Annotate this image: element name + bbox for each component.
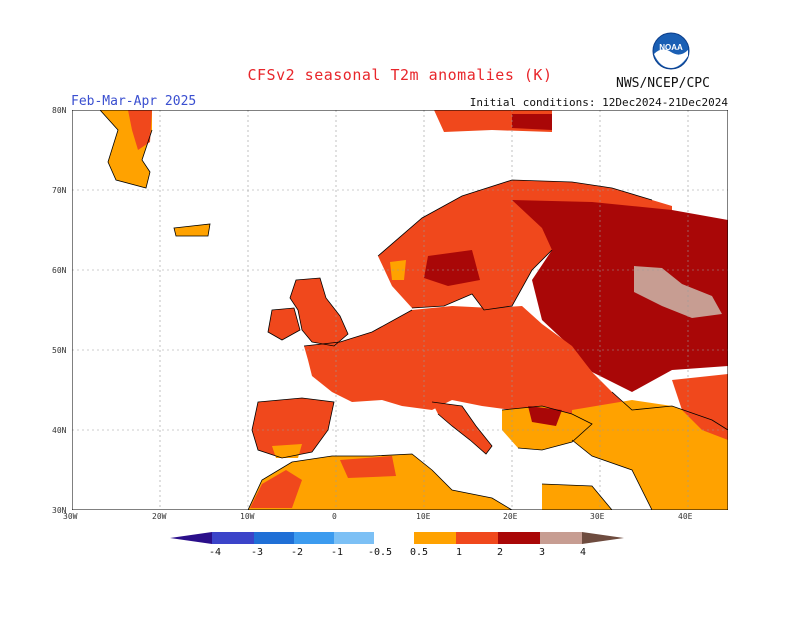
lon-label-10e: 10E <box>416 512 431 521</box>
colorbar-label: 0.5 <box>409 547 429 558</box>
scandinavia-hot-center <box>424 250 480 286</box>
balkans-hot <box>528 406 562 426</box>
colorbar-label: -1 <box>330 547 344 558</box>
initial-conditions: Initial conditions: 12Dec2024-21Dec2024 <box>469 96 728 109</box>
colorbar-label: 1 <box>455 547 463 558</box>
colorbar-label: -2 <box>290 547 304 558</box>
anomaly-fill <box>100 110 728 510</box>
colorbar-label: -0.5 <box>367 547 393 558</box>
turkey-anomaly <box>572 400 728 510</box>
colorbar-label: -4 <box>208 547 222 558</box>
colorbar-over <box>582 532 624 544</box>
colorbar-label: 4 <box>579 547 587 558</box>
morocco-warm <box>250 470 302 508</box>
colorbar <box>170 532 624 544</box>
colorbar-label: 2 <box>496 547 504 558</box>
colorbar-label: 3 <box>538 547 546 558</box>
lat-label-30n: 30N <box>52 506 67 515</box>
lon-label-10w: 10W <box>240 512 255 521</box>
lon-label-20w: 20W <box>152 512 167 521</box>
lon-label-20e: 20E <box>503 512 518 521</box>
algeria-warm <box>340 456 396 478</box>
russia-very-hot <box>634 266 722 318</box>
anomaly-map <box>72 110 728 510</box>
colorbar-bin-8 <box>498 532 540 544</box>
agency-label: NWS/NCEP/CPC <box>616 76 710 91</box>
colorbar-bin-6 <box>414 532 456 544</box>
colorbar-bin-4 <box>334 532 374 544</box>
colorbar-bin-3 <box>294 532 334 544</box>
lon-label-0: 0 <box>332 512 337 521</box>
lat-label-50n: 50N <box>52 346 67 355</box>
lat-label-70n: 70N <box>52 186 67 195</box>
balkans-anomaly <box>502 406 592 450</box>
lat-label-60n: 60N <box>52 266 67 275</box>
ireland-anomaly <box>268 308 300 340</box>
central-europe-anomaly <box>304 306 632 426</box>
coastlines <box>99 110 728 510</box>
svalbard-hot <box>512 114 552 130</box>
colorbar-bin-1 <box>212 532 254 544</box>
british-isles-anomaly <box>290 278 348 346</box>
lon-label-30w: 30W <box>63 512 78 521</box>
caucasus-warm <box>672 374 728 440</box>
colorbar-label: -3 <box>250 547 264 558</box>
season-label: Feb-Mar-Apr 2025 <box>71 94 197 109</box>
lat-label-40n: 40N <box>52 426 67 435</box>
italy-anomaly <box>432 402 492 454</box>
lon-label-40e: 40E <box>678 512 693 521</box>
russia-hot <box>512 200 728 392</box>
colorbar-bin-7 <box>456 532 498 544</box>
lat-label-80n: 80N <box>52 106 67 115</box>
colorbar-bin-5 <box>374 532 414 544</box>
egypt-anomaly <box>542 484 612 510</box>
iberia-south-warm <box>272 444 302 458</box>
iberia-anomaly <box>252 398 334 458</box>
colorbar-bin-2 <box>254 532 294 544</box>
lon-label-30e: 30E <box>590 512 605 521</box>
north-africa-anomaly <box>248 454 512 510</box>
noaa-logo-text: NOAA <box>659 43 683 52</box>
map-title: CFSv2 seasonal T2m anomalies (K) <box>247 66 553 84</box>
noaa-logo: NOAA <box>652 32 690 70</box>
greenland-warm <box>128 110 152 150</box>
colorbar-bin-9 <box>540 532 582 544</box>
colorbar-under <box>170 532 212 544</box>
